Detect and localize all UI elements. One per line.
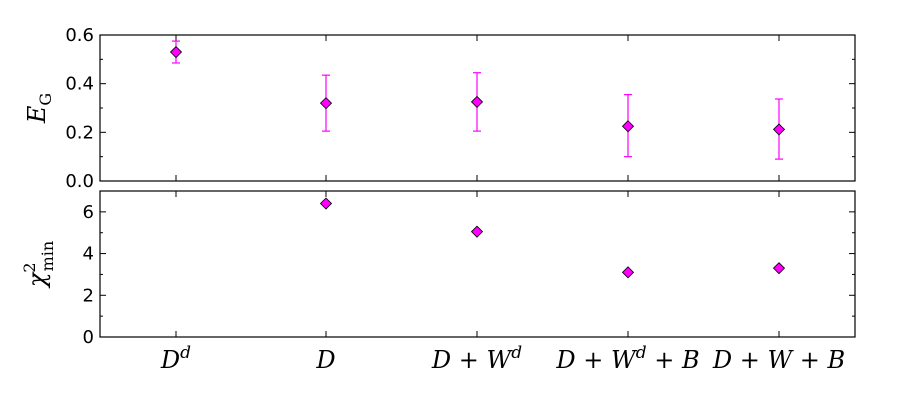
chi2-data-point — [621, 266, 635, 279]
y-tick-label: 0.6 — [65, 25, 94, 46]
eg-data-point — [319, 97, 333, 110]
chi2-label-base: χ — [23, 271, 51, 289]
chi2-label-sup: 2 — [20, 262, 39, 272]
panel-eg-y-axis-label: EG — [23, 93, 55, 124]
chi2-data-point — [772, 262, 786, 275]
x-category-label: D + W + B — [712, 346, 845, 374]
eg-label-base: E — [23, 105, 51, 124]
chi2-data-point — [470, 225, 484, 238]
y-tick-label: 0 — [83, 327, 94, 348]
panel-chi2-marks — [319, 197, 786, 279]
x-category-label: Dd — [160, 343, 191, 374]
x-category-label: D — [315, 346, 335, 374]
panel-chi2-y-ticks: 0 2 4 6 — [83, 202, 855, 348]
panel-eg: 0.0 0.2 0.4 0.6 EG — [23, 25, 856, 192]
eg-data-point — [169, 45, 183, 59]
eg-data-point — [621, 120, 635, 133]
chi2-label-sub: min — [38, 241, 57, 272]
panel-chi2-y-axis-label: χ2min — [20, 241, 57, 289]
eg-label-sub: G — [36, 93, 55, 106]
eg-data-point — [470, 95, 484, 108]
eg-data-point — [772, 123, 786, 136]
y-tick-label: 0.0 — [65, 171, 94, 192]
x-category-labels: Dd D D + Wd D + Wd + B D + W + B — [160, 343, 845, 374]
panel-eg-x-ticks — [175, 35, 780, 181]
y-tick-label: 0.4 — [65, 74, 94, 95]
panel-eg-y-ticks: 0.0 0.2 0.4 0.6 — [65, 25, 855, 192]
y-tick-label: 2 — [83, 285, 94, 306]
y-tick-label: 4 — [83, 244, 94, 265]
chi2-data-point — [319, 197, 333, 210]
x-category-label: D + Wd — [431, 343, 522, 374]
panel-chi2-x-ticks — [175, 191, 780, 337]
y-tick-label: 6 — [83, 202, 94, 223]
panel-eg-marks — [169, 40, 786, 160]
panel-chi2-frame — [99, 190, 856, 338]
x-category-label: D + Wd + B — [555, 343, 699, 374]
y-tick-label: 0.2 — [65, 122, 94, 143]
